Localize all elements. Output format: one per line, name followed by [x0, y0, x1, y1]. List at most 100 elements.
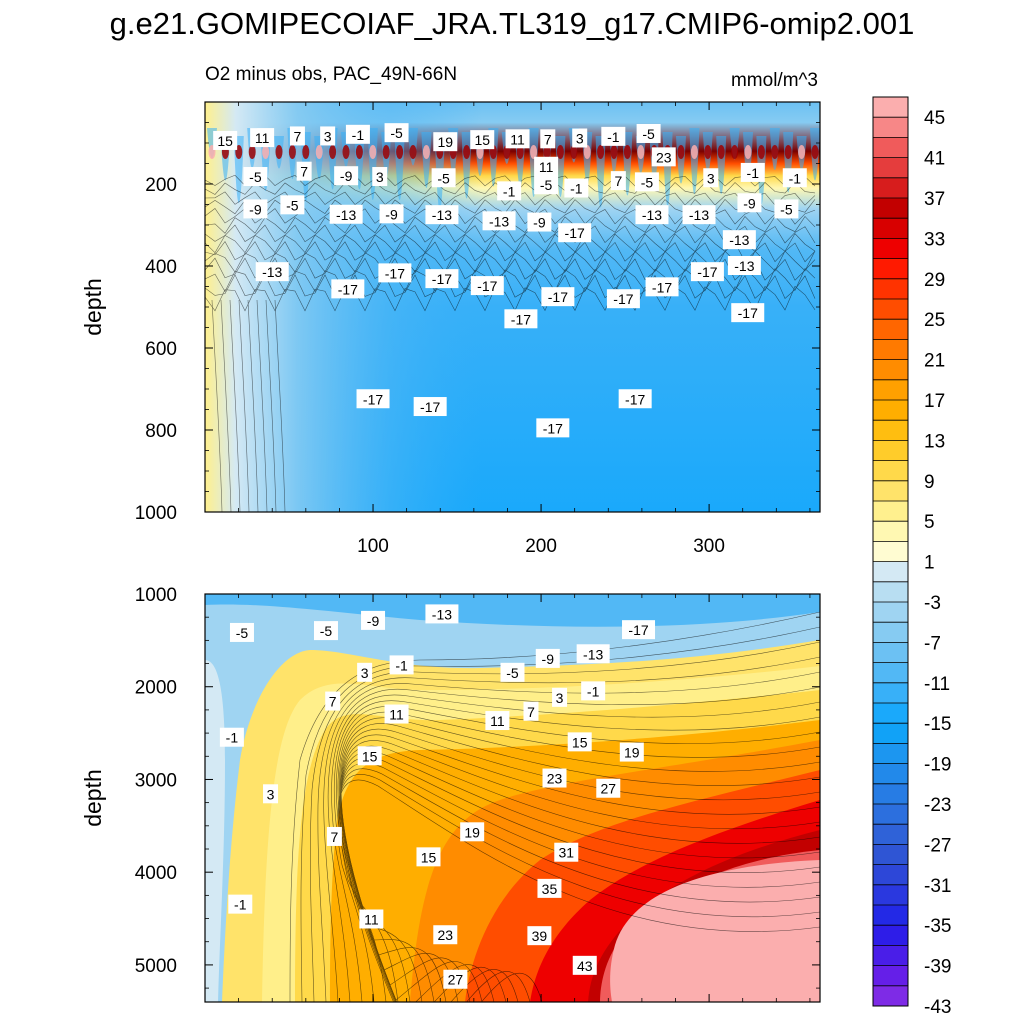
colorbar-swatch: [873, 460, 908, 482]
contour-label-text: -17: [738, 305, 758, 321]
contour-label-text: -5: [506, 665, 519, 681]
contour-line: [205, 233, 816, 254]
contour-label: -13: [482, 211, 516, 231]
colorbar-label: 1: [924, 553, 935, 574]
contour-label-box: [329, 204, 363, 224]
contour-label: -17: [356, 389, 390, 409]
contour-label-box: [280, 195, 305, 215]
y-tick-label: 800: [145, 421, 177, 442]
contour-label-box: [564, 178, 589, 198]
colorbar-swatch: [873, 400, 908, 421]
contour-line: [323, 671, 820, 1002]
colorbar-swatch: [873, 602, 908, 623]
contour-label-box: [384, 123, 409, 143]
contour-label-text: -1: [234, 897, 247, 913]
contour-label-box: [219, 727, 244, 747]
contour-label-box: [782, 168, 807, 188]
colorbar-label: -31: [924, 876, 951, 897]
contour-label-text: -5: [642, 126, 655, 142]
contour-line: [247, 299, 259, 512]
colorbar-swatch: [873, 278, 908, 300]
contour-line: [211, 299, 223, 512]
colorbar-label: -43: [924, 997, 951, 1018]
contour-label-box: [243, 199, 268, 219]
colorbar-swatch: [873, 339, 908, 360]
contour-label: 3: [572, 128, 588, 148]
contour-label: -17: [690, 262, 724, 282]
contour-label-text: 11: [389, 707, 404, 723]
colorbar-swatch: [873, 319, 908, 340]
contour-label-box: [433, 132, 458, 152]
contour-label-text: -1: [587, 683, 600, 699]
contour-line: [274, 299, 286, 512]
contour-label-box: [774, 199, 799, 219]
contour-label-text: -5: [390, 125, 403, 141]
contour-label: 11: [505, 129, 530, 149]
contour-label-text: -17: [432, 271, 452, 287]
contour-label-box: [534, 175, 559, 195]
contour-label: 27: [443, 969, 468, 989]
contour-label-text: -1: [607, 129, 620, 145]
contour-label: -17: [378, 263, 412, 283]
contour-core: [302, 145, 310, 159]
contour-label-text: 7: [544, 131, 552, 147]
contour-label-text: 23: [547, 771, 563, 787]
colorbar-swatch: [873, 137, 908, 158]
colorbar-swatch: [873, 642, 908, 663]
contour-label-text: -1: [395, 657, 408, 673]
colorbar-label: 45: [924, 108, 945, 129]
contour-label-text: 3: [707, 170, 715, 186]
contour-label-box: [313, 621, 338, 641]
contour-label: -1: [497, 181, 522, 201]
contour-label-box: [331, 279, 365, 299]
contour-label-box: [384, 704, 409, 724]
contour-line: [220, 299, 232, 512]
contour-label: 15: [470, 130, 495, 150]
contour-label: 15: [213, 130, 238, 150]
contour-label-box: [482, 211, 516, 231]
lower-plot-frame: [204, 593, 821, 1003]
x-tick-label: 200: [525, 536, 557, 557]
contour-label-box: [320, 126, 336, 146]
contour-label-box: [357, 746, 382, 766]
contour-core: [355, 145, 363, 159]
contour-label-text: -1: [226, 730, 239, 746]
contour-label: -1: [345, 124, 370, 144]
contour-label: -17: [413, 397, 447, 417]
contour-label-text: -17: [652, 279, 672, 295]
contour-label: 23: [433, 925, 458, 945]
colorbar-label: 21: [924, 351, 945, 372]
colorbar-frame: [872, 96, 909, 1007]
colorbar-label: 25: [924, 310, 945, 331]
colorbar-swatch: [873, 218, 908, 239]
contour-label-text: -1: [789, 170, 802, 186]
y-tick-label: 200: [145, 175, 177, 196]
colorbar-label: -11: [924, 674, 950, 695]
contour-label-box: [425, 205, 459, 225]
y-tick-label: 2000: [135, 678, 177, 699]
contour-label: -5: [313, 621, 338, 641]
contour-label: -5: [534, 175, 559, 195]
contour-label: -5: [384, 123, 409, 143]
contour-line: [205, 224, 816, 244]
contour-label-box: [540, 129, 556, 149]
colorbar-swatch: [873, 905, 908, 926]
chart-title: g.e21.GOMIPECOIAF_JRA.TL319_g17.CMIP6-om…: [109, 6, 915, 41]
contour-line: [331, 694, 820, 1002]
contour-core: [690, 145, 698, 159]
contour-core: [771, 145, 779, 159]
colorbar-label: 13: [924, 431, 945, 452]
contour-core: [784, 145, 792, 159]
contour-streak: [689, 128, 700, 194]
contour-core: [731, 145, 739, 159]
contour-label-text: 19: [624, 745, 640, 761]
contour-label: -17: [541, 287, 575, 307]
contour-label: -5: [229, 622, 254, 642]
contour-label: 7: [325, 691, 341, 711]
colorbar-swatch: [873, 783, 908, 805]
upper-panel: 100 200 300 200 400 600 800 1000 depth 15 11 7 3 -1…: [80, 101, 821, 557]
contour-label-box: [727, 256, 761, 275]
contour-label: -17: [470, 276, 504, 296]
contour-line: [205, 191, 816, 206]
contour-label-text: 3: [556, 690, 564, 706]
